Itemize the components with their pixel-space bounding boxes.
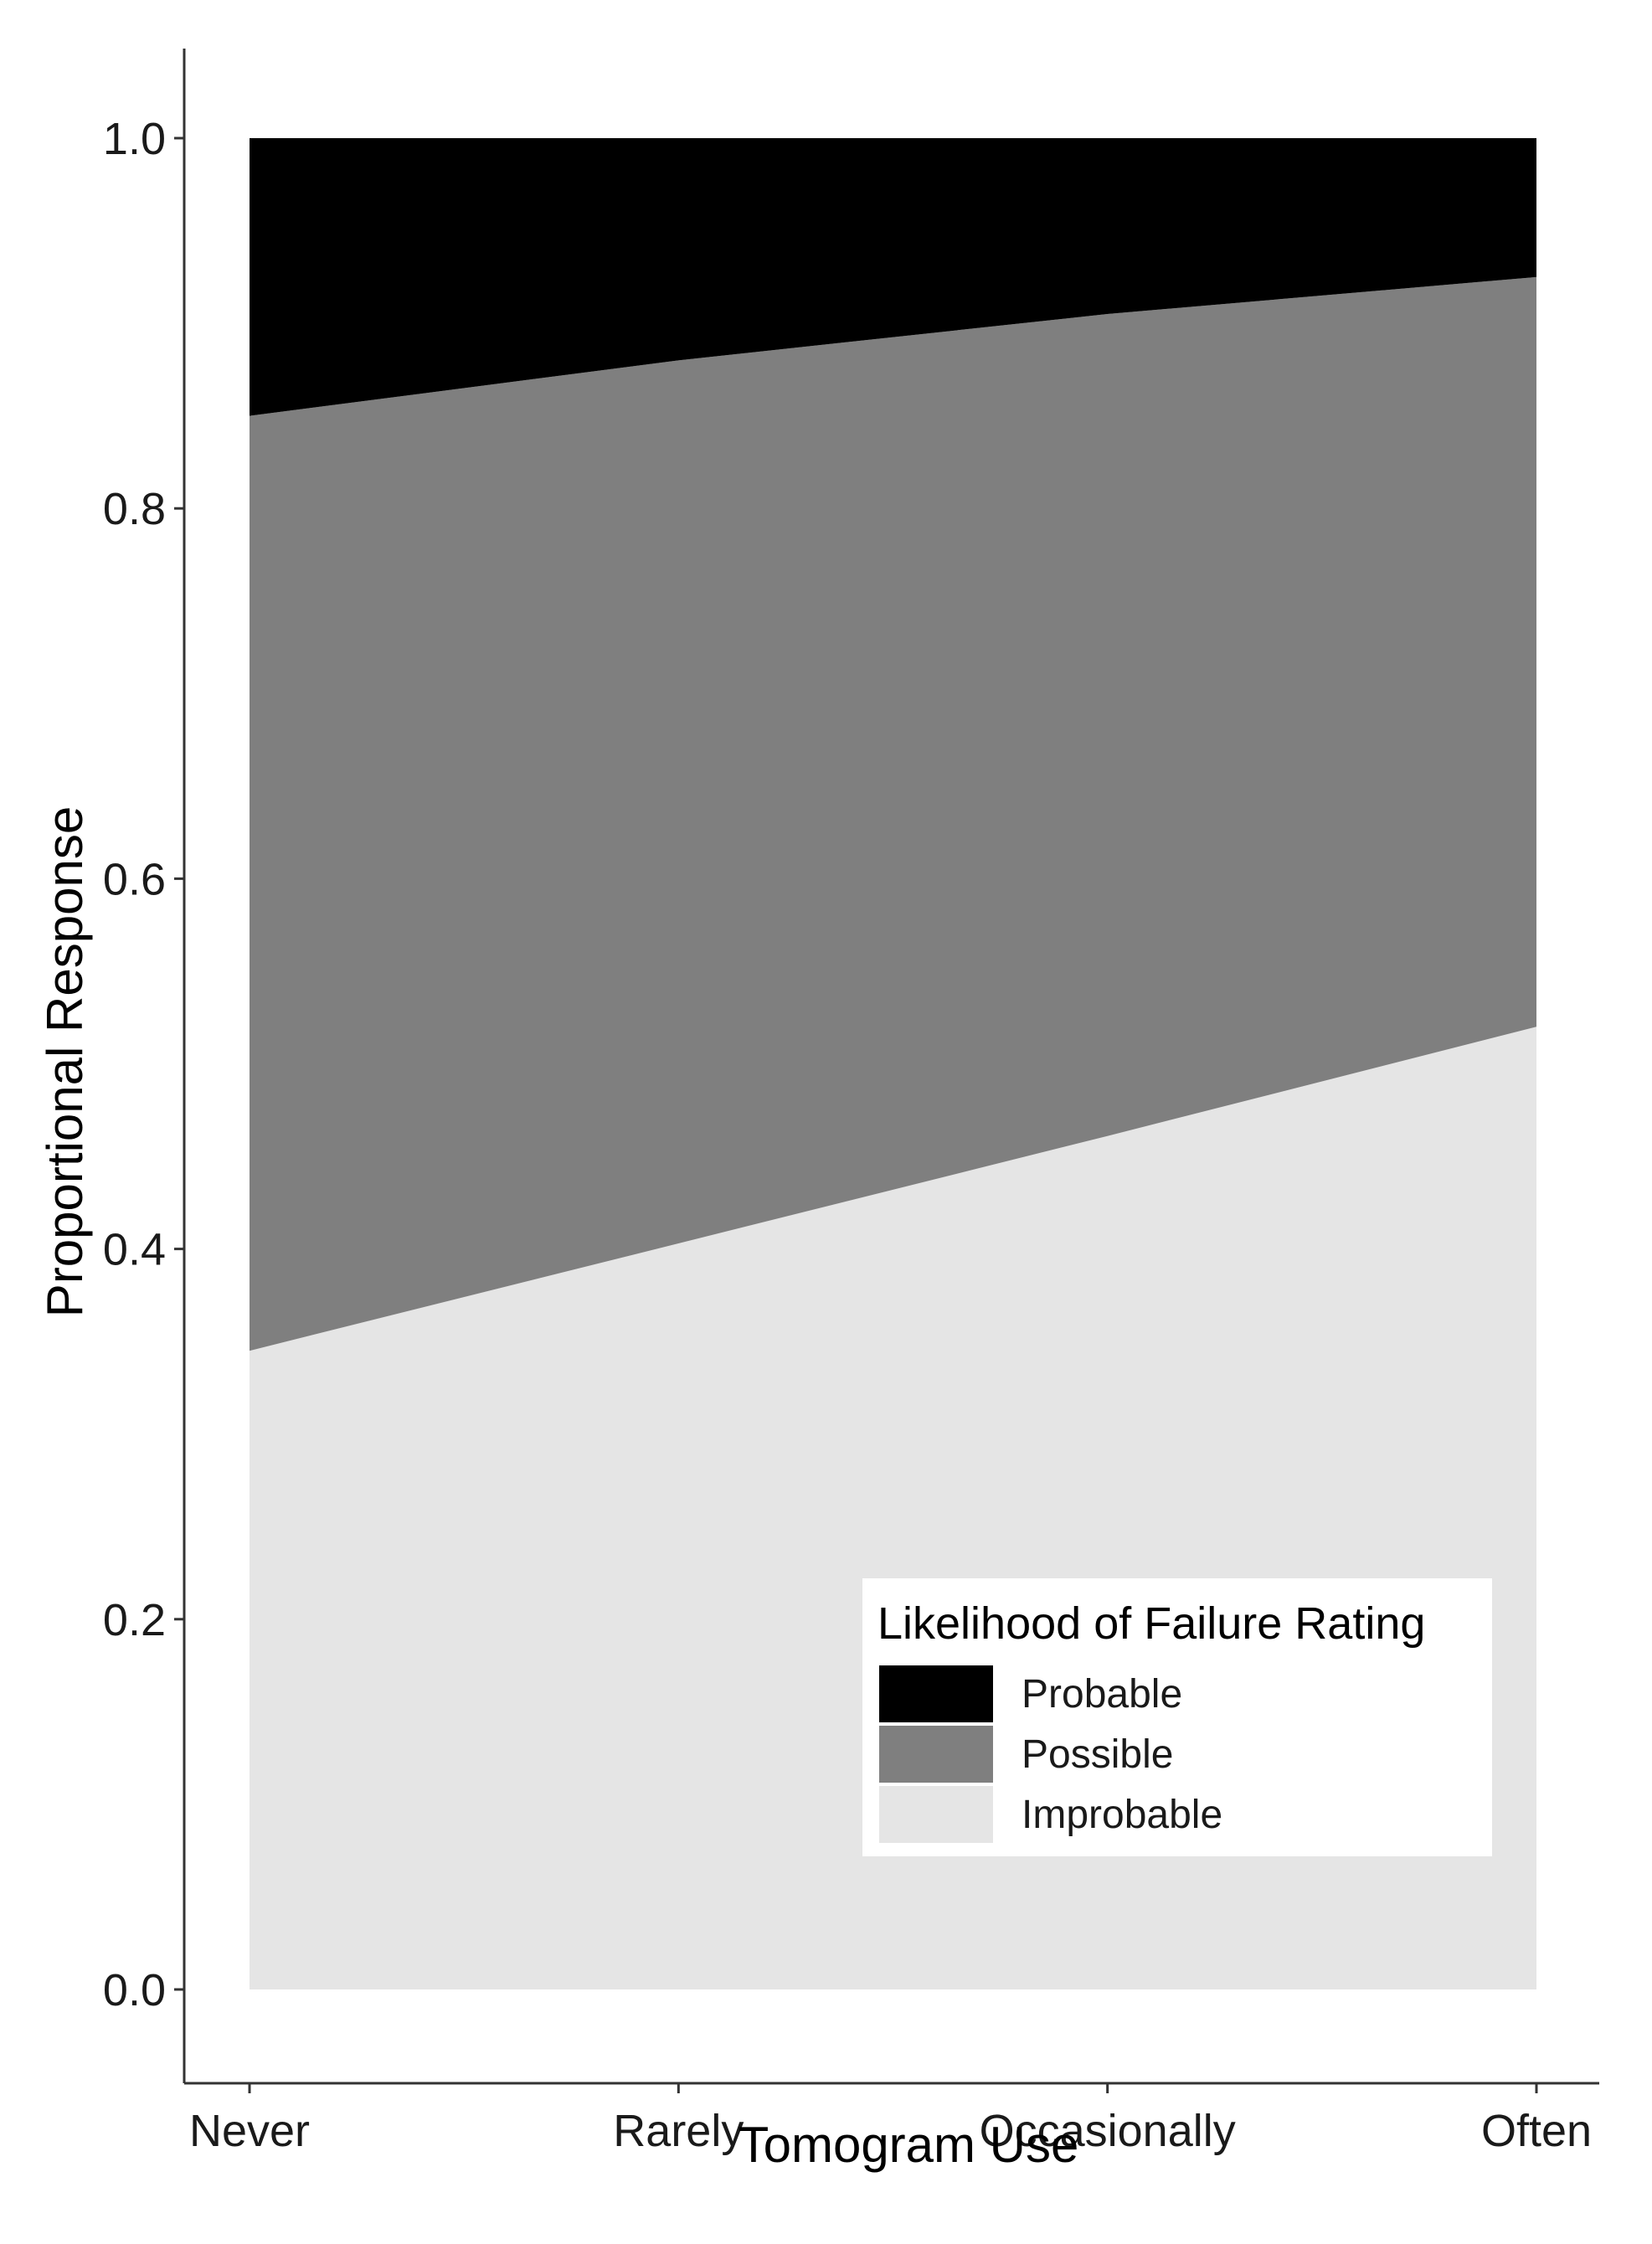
y-tick-label: 0.6 bbox=[103, 854, 166, 904]
legend-key-possible bbox=[879, 1726, 993, 1783]
area-possible bbox=[250, 276, 1536, 1351]
axes bbox=[183, 49, 1599, 2085]
legend-label-improbable: Improbable bbox=[1022, 1793, 1222, 1837]
legend-key-probable bbox=[879, 1665, 993, 1722]
legend: Likelihood of Failure Rating Probable Pos… bbox=[862, 1578, 1492, 1856]
x-tick-label-never: Never bbox=[189, 2106, 310, 2156]
y-tick-label: 1.0 bbox=[103, 114, 166, 164]
y-tick-label: 0.4 bbox=[103, 1225, 166, 1275]
x-axis-ticks: Never Rarely Occasionally Often bbox=[189, 2083, 1592, 2156]
x-tick-label-rarely: Rarely bbox=[613, 2106, 744, 2156]
y-tick-label: 0.2 bbox=[103, 1595, 166, 1645]
y-tick-label: 0.0 bbox=[103, 1965, 166, 2015]
legend-label-possible: Possible bbox=[1022, 1732, 1173, 1777]
x-tick-label-often: Often bbox=[1481, 2106, 1592, 2156]
legend-label-probable: Probable bbox=[1022, 1672, 1182, 1716]
x-tick-label-occasionally: Occasionally bbox=[980, 2106, 1236, 2156]
area-probable bbox=[250, 138, 1536, 416]
y-tick-label: 0.8 bbox=[103, 484, 166, 534]
y-axis-title: Proportional Response bbox=[37, 806, 93, 1317]
x-axis-title: Tomogram Use bbox=[739, 2117, 1079, 2173]
legend-title: Likelihood of Failure Rating bbox=[877, 1598, 1425, 1649]
legend-key-improbable bbox=[879, 1786, 993, 1843]
y-axis-ticks: 0.0 0.2 0.4 0.6 0.8 1.0 bbox=[103, 114, 184, 2015]
